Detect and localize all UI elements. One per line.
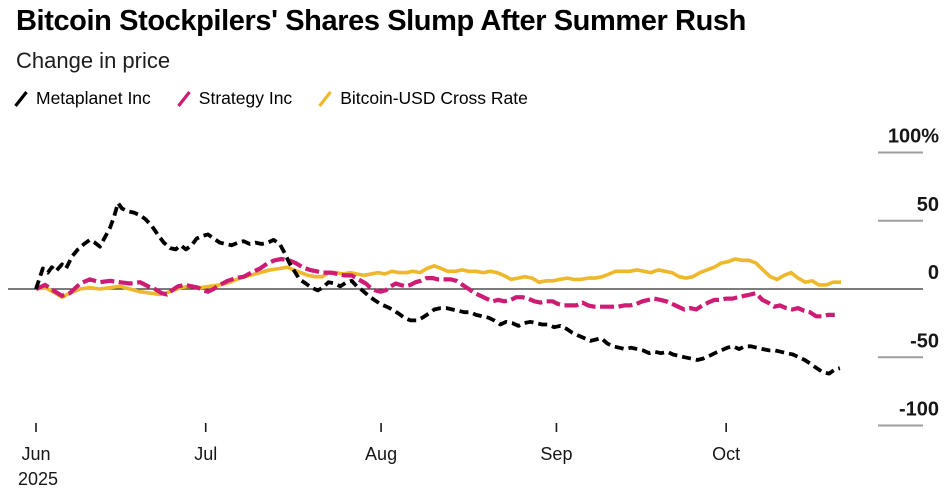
x-axis-label: Oct [712, 444, 740, 464]
series-line-strategy-inc [35, 256, 835, 319]
y-axis-label: 100% [888, 126, 939, 148]
x-axis-label: Aug [365, 444, 397, 464]
chart-legend: Metaplanet Inc Strategy Inc Bitcoin-USD … [13, 88, 528, 109]
series-line-bitcoin-usd-cross-rate [35, 257, 841, 299]
legend-label-bitcoin-usd: Bitcoin-USD Cross Rate [340, 88, 528, 108]
series-line-metaplanet-inc [34, 201, 841, 376]
legend-item-strategy: Strategy Inc [176, 88, 292, 109]
x-axis-label: Jul [194, 444, 217, 464]
y-axis-label: 0 [928, 262, 939, 284]
legend-slash-icon-strategy [177, 90, 191, 107]
x-axis-year-label: 2025 [18, 469, 58, 489]
legend-label-strategy: Strategy Inc [198, 88, 293, 108]
chart-title: Bitcoin Stockpilers' Shares Slump After … [16, 5, 746, 37]
legend-item-metaplanet: Metaplanet Inc [13, 88, 151, 109]
legend-item-bitcoin-usd: Bitcoin-USD Cross Rate [317, 88, 528, 109]
chart-subtitle: Change in price [16, 48, 171, 73]
y-axis-label: -100 [899, 399, 939, 421]
y-axis-label: 50 [917, 194, 939, 216]
legend-slash-icon-metaplanet [14, 90, 28, 107]
legend-label-metaplanet: Metaplanet Inc [36, 88, 151, 108]
x-axis-label: Jun [21, 444, 50, 464]
legend-slash-icon-bitcoin-usd [318, 90, 332, 107]
x-axis-label: Sep [540, 444, 572, 464]
y-axis-label: -50 [910, 330, 939, 352]
